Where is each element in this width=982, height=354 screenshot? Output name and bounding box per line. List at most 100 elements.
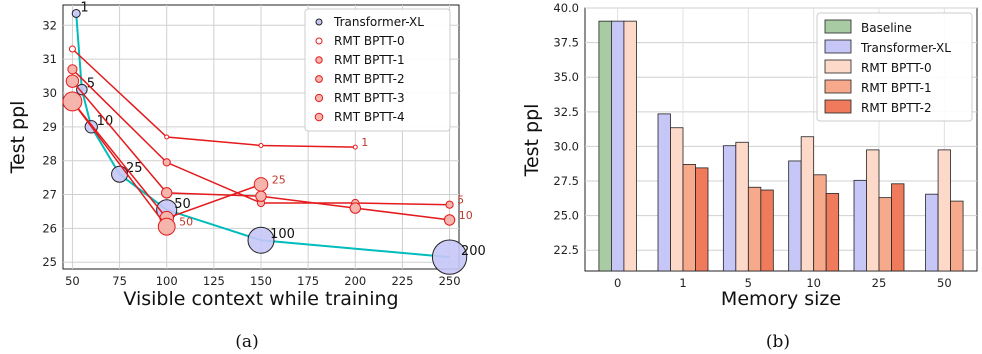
chart-b-x-tick-label: 10: [806, 276, 821, 290]
chart-a-y-tick-label: 25: [42, 255, 57, 269]
chart-b-x-tick-label: 50: [937, 276, 952, 290]
chart-b-bar: [788, 160, 802, 272]
chart-b-x-tick-label: 0: [614, 276, 621, 290]
chart-b-x-tick-label: 25: [872, 276, 887, 290]
chart-a-rmt-point: [349, 202, 361, 214]
chart-b-legend-label: RMT BPTT-1: [861, 81, 932, 95]
chart-b-bar: [623, 20, 637, 272]
chart-a-x-axis-label: Visible context while training: [123, 288, 398, 310]
chart-b-bar: [937, 149, 951, 272]
chart-b-legend: Baseline Transformer-XL RMT BPTT-0 RMT BPTT…: [816, 12, 973, 122]
chart-a-transformer-xl-point-label: 200: [461, 244, 486, 259]
chart-a-rmt-point: [65, 74, 80, 88]
chart-a-transformer-xl-point: [247, 226, 275, 254]
chart-b-bar: [800, 136, 815, 272]
chart-b-x-tick-label: 1: [679, 276, 686, 290]
chart-a-legend-box: [304, 8, 451, 132]
chart-b-bar: [682, 164, 696, 272]
chart-a-transformer-xl-point-label: 100: [270, 227, 295, 242]
chart-b-bar: [925, 193, 939, 272]
chart-b-y-tick-label: 32.5: [553, 105, 579, 119]
chart-b-y-tick-label: 22.5: [553, 243, 579, 257]
chart-a-legend-marker: [315, 56, 323, 64]
chart-a-x-tick-label: 125: [203, 274, 225, 288]
chart-a-rmt-end-label: 10: [459, 209, 473, 222]
chart-a-transformer-xl-point: [431, 239, 468, 275]
chart-a-rmt-point: [67, 64, 78, 75]
chart-a-x-tick-label: 50: [65, 274, 80, 288]
chart-b-bar: [891, 183, 905, 272]
chart-b-ticks: 22.5 25.0 27.5 30.0 32.5 35.0 37.5 40.0 0 1 5 10 25 5…: [553, 1, 951, 290]
chart-a-x-tick-label: 75: [112, 274, 127, 288]
chart-a-y-tick-label: 27: [42, 188, 57, 202]
chart-a-transformer-xl-point: [71, 8, 81, 18]
chart-b-bars: [598, 20, 964, 272]
chart-a-legend-marker: [315, 75, 323, 83]
chart-b-legend-swatch: [824, 39, 852, 54]
chart-a-rmt-point: [162, 158, 171, 167]
chart-b-legend-swatch: [824, 59, 852, 74]
chart-a-rmt-point: [352, 144, 358, 150]
chart-a-rmt-end-label: 50: [179, 216, 193, 229]
chart-b-y-tick-label: 30.0: [553, 139, 579, 153]
chart-a-rmt-point: [255, 190, 267, 202]
chart-a-rmt-point: [445, 200, 454, 209]
chart-b-bar: [670, 127, 684, 272]
chart-b-bar: [760, 189, 774, 272]
chart-b-bar: [735, 141, 749, 272]
chart-a-y-tick-label: 30: [42, 86, 57, 100]
chart-a-transformer-xl-point-label: 25: [126, 161, 143, 176]
chart-a-legend: Transformer-XL RMT BPTT-0 RMT BPTT-1 RMT BP…: [304, 8, 451, 132]
chart-a-transformer-xl-point-label: 50: [174, 197, 191, 212]
chart-b-bar: [722, 145, 737, 272]
chart-b-bar: [878, 197, 892, 272]
chart-b: 22.5 25.0 27.5 30.0 32.5 35.0 37.5 40.0 0 1 5 10 25 5…: [521, 1, 978, 352]
chart-a-y-axis-label: Test ppl: [7, 101, 29, 175]
chart-a-y-tick-label: 26: [42, 221, 57, 235]
chart-a-x-tick-label: 250: [439, 274, 461, 288]
chart-b-legend-label: RMT BPTT-2: [861, 101, 932, 115]
chart-b-y-tick-label: 25.0: [553, 209, 579, 223]
chart-b-bar: [866, 149, 880, 272]
chart-b-legend-swatch: [824, 79, 852, 94]
chart-b-bar: [747, 186, 762, 272]
chart-a-y-tick-label: 32: [42, 18, 57, 32]
chart-b-legend-label: RMT BPTT-0: [861, 61, 932, 75]
chart-a-rmt-line: [71, 48, 356, 148]
chart-b-y-axis-label: Test ppl: [521, 104, 543, 178]
chart-b-y-tick-label: 40.0: [553, 1, 579, 15]
chart-b-bar: [611, 20, 625, 272]
chart-a-transformer-xl-point: [76, 83, 88, 96]
chart-a-legend-marker: [314, 112, 324, 122]
chart-b-bar: [657, 113, 671, 272]
chart-b-y-tick-label: 37.5: [553, 36, 579, 50]
chart-a-rmt-point: [443, 214, 456, 226]
chart-a-rmt-end-label: 25: [272, 173, 286, 186]
chart-a-legend-label: RMT BPTT-1: [334, 53, 405, 67]
chart-b-bar: [598, 20, 612, 272]
chart-a-legend-marker: [314, 93, 324, 103]
caption-a: (a): [235, 332, 258, 352]
chart-a-x-tick-label: 200: [344, 274, 366, 288]
chart-a-x-tick-label: 225: [391, 274, 413, 288]
chart-a-x-tick-label: 100: [156, 274, 178, 288]
chart-b-bar: [853, 179, 867, 272]
caption-b: (b): [766, 332, 790, 352]
chart-a-y-tick-label: 29: [42, 120, 57, 134]
chart-a-ticks: 50 75 100 125 150 175 200 225 250252627282930313…: [42, 18, 460, 288]
chart-b-legend-swatch: [824, 19, 852, 34]
chart-a-legend-marker: [315, 18, 323, 26]
chart-b-x-tick-label: 5: [745, 276, 752, 290]
chart-a-legend-label: RMT BPTT-3: [334, 91, 405, 105]
chart-a-rmt-point: [258, 142, 264, 148]
chart-a-y-tick-label: 31: [42, 52, 57, 66]
chart-a-y-tick-label: 28: [42, 154, 57, 168]
chart-a-rmt-point: [62, 91, 83, 112]
chart-a-legend-marker: [315, 37, 323, 45]
chart-a-legend-label: RMT BPTT-2: [334, 72, 405, 86]
chart-b-bar: [695, 167, 709, 272]
chart-b-bar: [813, 174, 827, 272]
